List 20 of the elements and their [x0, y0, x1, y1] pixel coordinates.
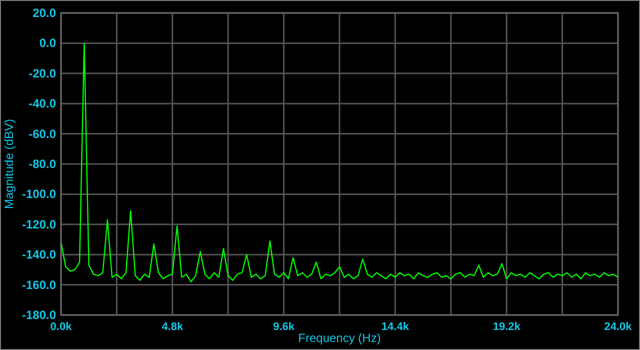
line-series — [61, 42, 618, 282]
y-tick-label: -20.0 — [28, 66, 56, 80]
y-axis-title: Magnitude (dBV) — [2, 118, 16, 210]
x-axis-title: Frequency (Hz) — [298, 331, 381, 345]
y-tick-label: -140.0 — [22, 248, 56, 262]
y-tick-label: -100.0 — [22, 187, 56, 202]
x-tick-label: 9.6k — [273, 321, 296, 333]
y-tick-label: 0.0 — [39, 36, 56, 50]
y-tick-label: 20.0 — [32, 6, 56, 20]
y-tick-label: -60.0 — [28, 126, 56, 141]
x-tick-label: 14.4k — [381, 321, 410, 333]
x-tick-label: 24.0k — [604, 321, 633, 333]
y-tick-label: -40.0 — [28, 96, 56, 111]
y-tick-label: -180.0 — [22, 308, 56, 322]
y-tick-label: -160.0 — [22, 278, 56, 292]
y-tick-label: -120.0 — [22, 217, 56, 232]
x-tick-label: 4.8k — [162, 321, 184, 333]
y-tick-label: -80.0 — [28, 157, 56, 171]
x-tick-label: 0.0k — [50, 321, 73, 333]
x-tick-label: 19.2k — [492, 321, 522, 333]
